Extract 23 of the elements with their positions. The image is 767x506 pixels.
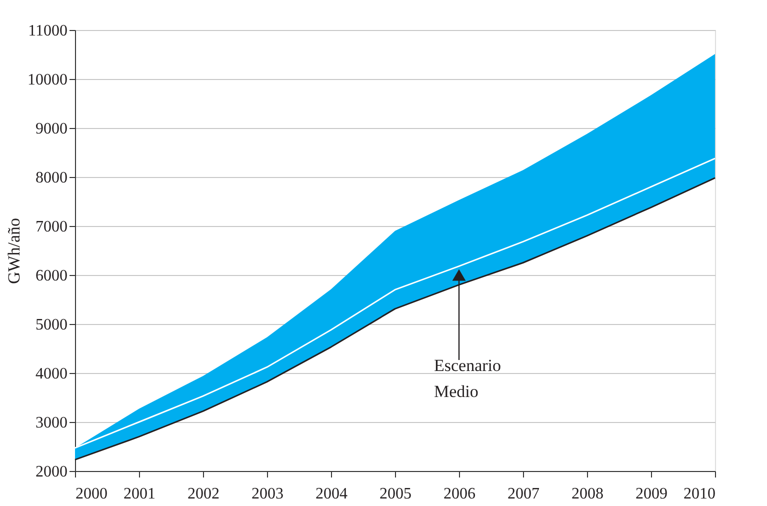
x-tick-label: 2004	[316, 486, 348, 502]
x-tick-label: 2005	[380, 486, 412, 502]
y-tick-label: 6000	[36, 268, 68, 284]
y-tick-label: 2000	[36, 464, 68, 480]
y-axis-title: GWh/año	[4, 218, 24, 284]
y-tick-label: 5000	[36, 316, 68, 334]
y-tick-label: 10000	[28, 72, 68, 88]
y-tick-label: 3000	[36, 414, 68, 432]
x-tick-label: 2000	[76, 486, 108, 502]
x-tick-label: 2006	[444, 486, 476, 502]
y-tick-label: 8000	[36, 170, 68, 186]
x-tick-label: 2002	[188, 486, 220, 502]
y-tick-label: 9000	[36, 120, 68, 138]
annotation: Escenario Medio	[434, 356, 502, 401]
x-tick-label: 2008	[572, 486, 604, 502]
x-tick-label: 2003	[252, 486, 284, 502]
x-tick-label: 2007	[508, 486, 540, 502]
y-tick-label: 11000	[28, 22, 68, 40]
x-tick-label: 2001	[124, 486, 156, 502]
y-tick-label: 4000	[36, 366, 68, 382]
x-tick-label: 2010	[684, 486, 716, 502]
x-tick-label: 2009	[636, 486, 668, 502]
y-tick-label: 7000	[36, 218, 68, 236]
